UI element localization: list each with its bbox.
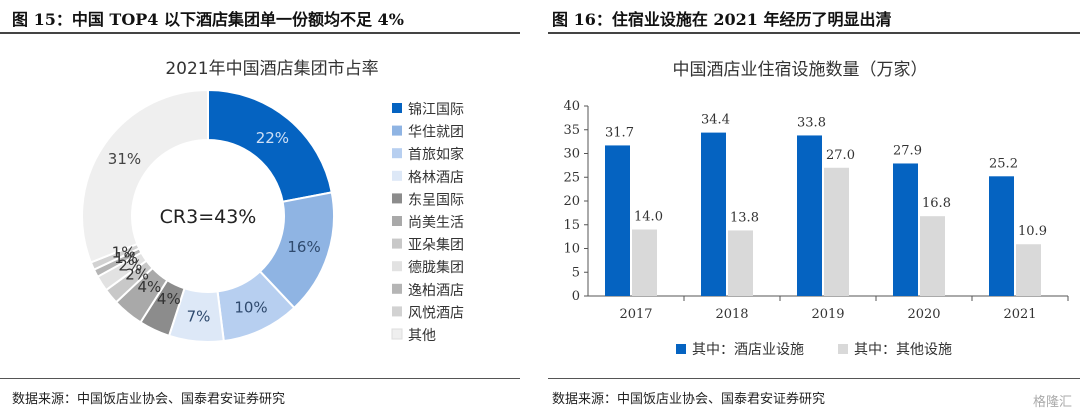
y-tick-label: 0: [572, 289, 580, 304]
source-note: 数据来源：中国饭店业协会、国泰君安证券研究: [552, 392, 826, 407]
y-tick-label: 10: [563, 242, 580, 257]
pie-slice-label: 2%: [125, 266, 149, 284]
pie-slice-label: 1%: [112, 244, 136, 262]
bar-value-label: 16.8: [922, 196, 951, 211]
cr3-center-label: CR3=43%: [160, 206, 257, 228]
legend-label: 其中：酒店业设施: [692, 342, 804, 358]
watermark-logo: 格隆汇: [1032, 395, 1072, 410]
bar-value-label: 14.0: [634, 210, 663, 225]
legend-label: 逸柏酒店: [408, 283, 464, 299]
legend-label: 其中：其他设施: [854, 342, 952, 358]
bar-hotel: [989, 176, 1014, 296]
bar-value-label: 33.8: [797, 115, 826, 130]
legend-label: 东呈国际: [408, 192, 464, 208]
bar-hotel: [605, 145, 630, 296]
pie-slice-10: [81, 88, 209, 264]
legend-swatch: [392, 216, 402, 226]
pie-chart-title: 2021年中国酒店集团市占率: [165, 59, 378, 79]
bar-value-label: 27.9: [893, 143, 922, 158]
bottom-rule: [548, 378, 1080, 379]
figure-15-title: 图 15：中国 TOP4 以下酒店集团单一份额均不足 4%: [12, 10, 404, 29]
lodging-facilities-bar-chart: 中国酒店业住宿设施数量（万家） 0 5 10 15 20 25 30 35 40 2017 2018…: [563, 60, 1069, 358]
legend-label: 其他: [408, 328, 436, 344]
legend-swatch: [838, 344, 848, 354]
x-tick-label: 2020: [907, 307, 940, 322]
pie-slice-label: 31%: [108, 150, 141, 168]
y-tick-label: 20: [563, 194, 580, 209]
pie-slice-label: 7%: [187, 308, 211, 326]
pie-slice-label: 1%: [114, 249, 138, 267]
legend-label: 德胧集团: [408, 259, 464, 276]
bar-hotel: [701, 132, 726, 296]
legend-swatch: [392, 125, 402, 136]
legend-swatch: [392, 103, 402, 113]
bar-other: [920, 216, 945, 296]
figure-16-title: 图 16：住宿业设施在 2021 年经历了明显出清: [552, 10, 892, 29]
legend-swatch: [392, 306, 402, 317]
x-tick-label: 2017: [619, 307, 652, 322]
y-tick-label: 40: [563, 99, 580, 114]
legend-label: 华住就团: [408, 125, 464, 141]
bar-hotel: [893, 163, 918, 296]
x-tick-label: 2018: [715, 307, 748, 322]
legend-swatch: [392, 170, 402, 181]
x-tick-label: 2019: [811, 307, 844, 322]
legend-label: 尚美生活: [408, 215, 464, 231]
legend-swatch: [392, 148, 402, 159]
y-tick-label: 25: [563, 170, 580, 185]
y-tick-label: 5: [572, 265, 580, 280]
bar-value-label: 13.8: [730, 210, 759, 225]
legend-swatch: [392, 238, 402, 249]
legend-swatch: [392, 261, 402, 272]
legend-label: 锦江国际: [408, 101, 464, 118]
pie-slice-label: 2%: [118, 256, 142, 274]
right-figure-panel: 图 16：住宿业设施在 2021 年经历了明显出清 中国酒店业住宿设施数量（万家…: [548, 0, 1080, 416]
top-rule: [548, 32, 1080, 34]
bar-value-label: 31.7: [605, 125, 634, 140]
x-tick-label: 2021: [1003, 307, 1036, 322]
market-share-donut-chart: 2021年中国酒店集团市占率 22%16%10%7%4%4%2%2%1%1%31…: [81, 59, 464, 344]
bar-value-label: 27.0: [826, 148, 855, 163]
top-rule: [0, 32, 520, 34]
pie-slice-label: 4%: [137, 278, 161, 296]
legend-swatch: [392, 283, 402, 294]
legend-label: 格林酒店: [408, 170, 464, 186]
bar-value-label: 34.4: [701, 113, 730, 128]
y-tick-label: 35: [563, 123, 580, 138]
legend-swatch: [391, 328, 403, 340]
bar-value-label: 10.9: [1018, 224, 1047, 239]
pie-slice-label: 16%: [287, 238, 320, 256]
bar-hotel: [797, 135, 822, 296]
bar-chart-title: 中国酒店业住宿设施数量（万家）: [673, 60, 928, 80]
bar-other: [632, 229, 657, 296]
y-tick-label: 30: [563, 147, 580, 162]
bar-other: [728, 230, 753, 296]
legend-label: 亚朵集团: [408, 237, 464, 254]
bar-other: [1016, 244, 1041, 296]
pie-slice-label: 22%: [256, 129, 289, 147]
pie-slice-label: 10%: [234, 298, 267, 316]
pie-slice-label: 4%: [157, 290, 181, 308]
legend-swatch: [392, 193, 402, 204]
source-note: 数据来源：中国饭店业协会、国泰君安证券研究: [12, 392, 286, 407]
bar-other: [824, 167, 849, 296]
legend-swatch: [676, 344, 686, 354]
y-tick-label: 15: [563, 218, 580, 233]
bar-value-label: 25.2: [989, 156, 1018, 171]
bottom-rule: [0, 378, 520, 379]
legend-label: 首旅如家: [408, 146, 464, 163]
legend-label: 风悦酒店: [408, 305, 464, 321]
left-figure-panel: 图 15：中国 TOP4 以下酒店集团单一份额均不足 4% 2021年中国酒店集…: [0, 0, 520, 416]
